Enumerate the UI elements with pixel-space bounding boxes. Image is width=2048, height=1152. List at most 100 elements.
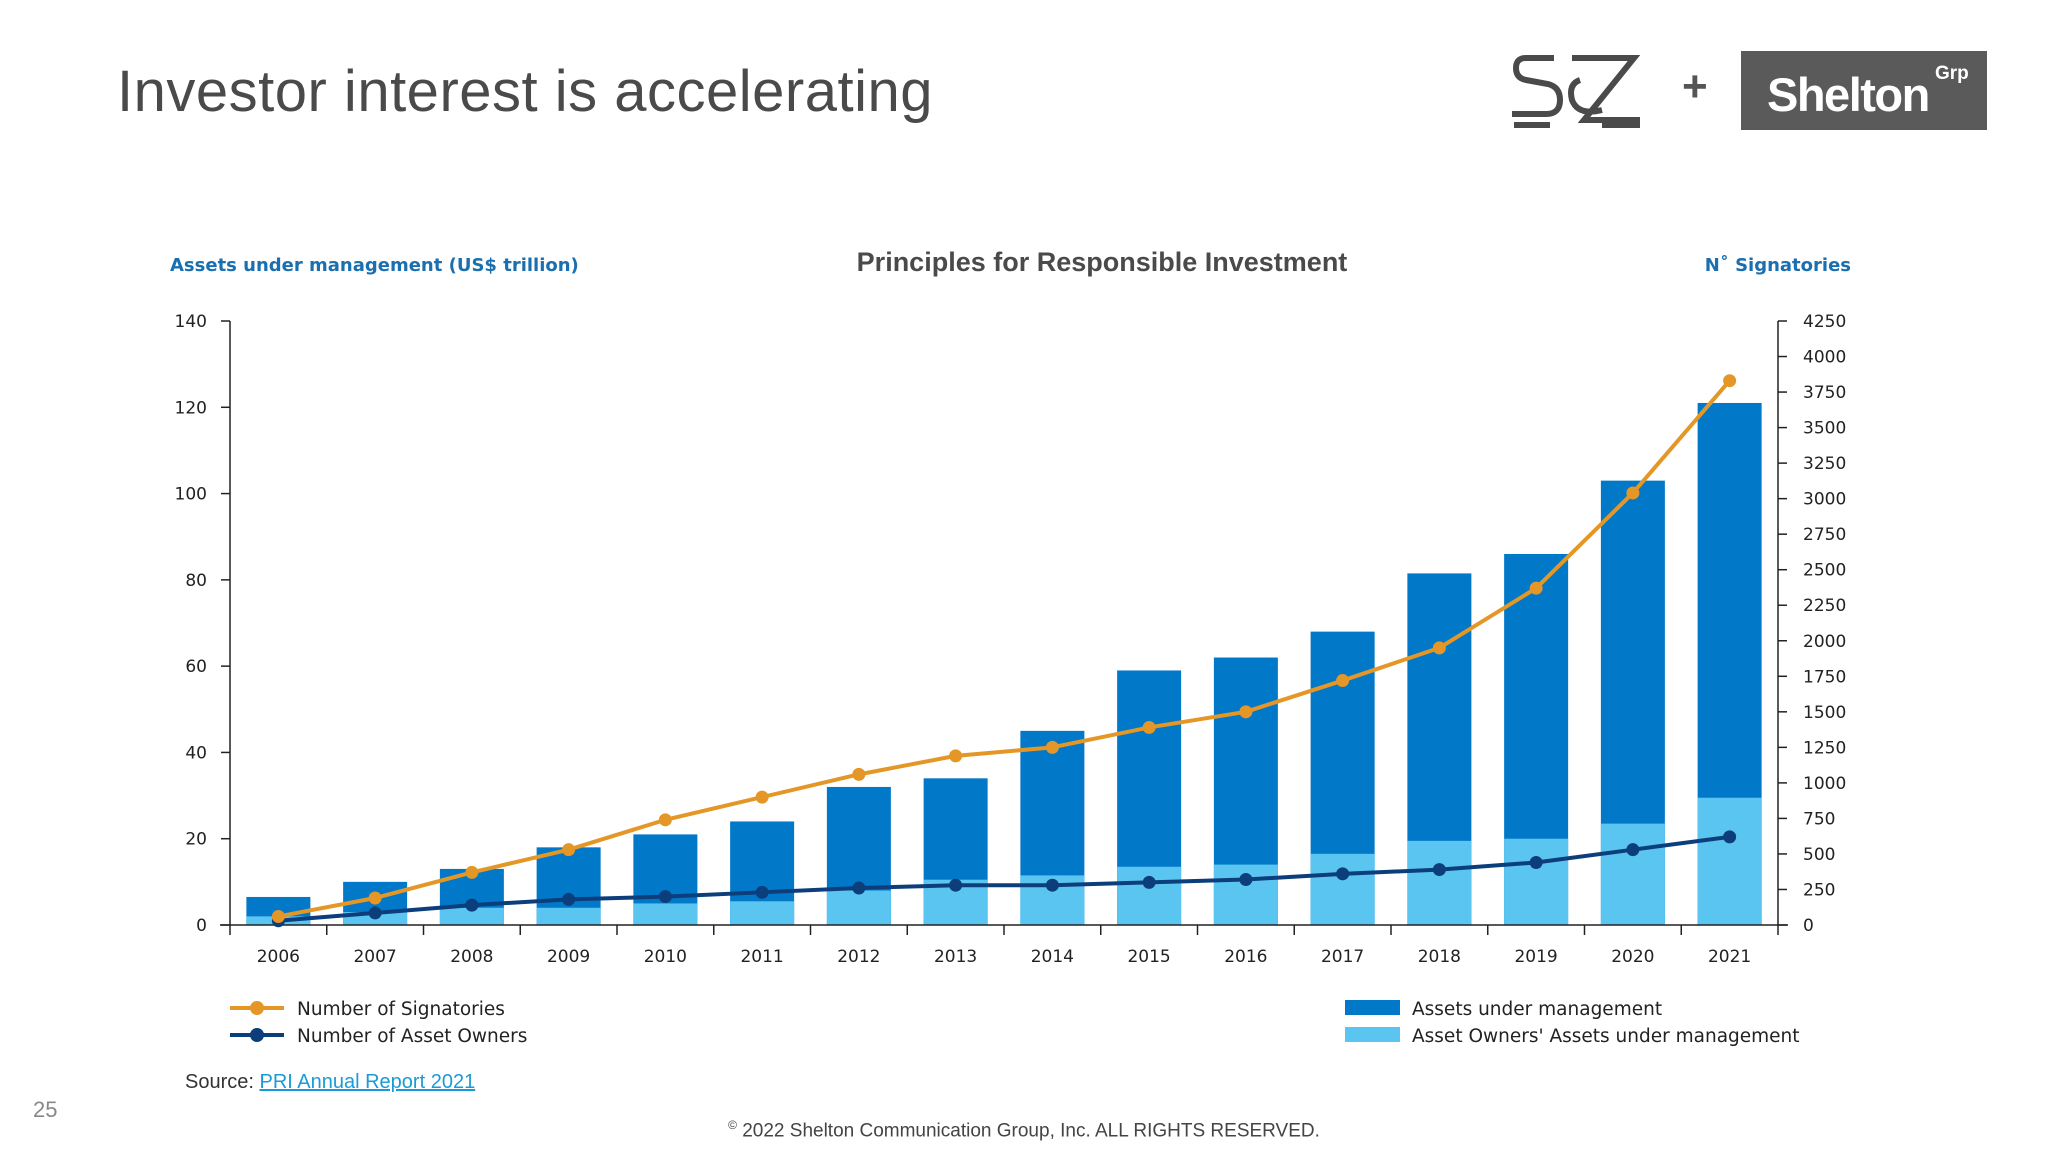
right-tick-label: 0 [1803, 916, 1814, 936]
bar-owners-aum-2009 [536, 907, 601, 925]
right-tick-label: 2000 [1803, 632, 1846, 652]
left-axis-caption: Assets under management (US$ trillion) [170, 255, 579, 276]
asset-owners-point-2012 [852, 881, 866, 895]
right-tick-label: 1000 [1803, 774, 1846, 794]
sz-logo [1512, 55, 1641, 128]
signatories-point-2019 [1529, 581, 1543, 595]
x-tick-label: 2017 [1321, 947, 1364, 967]
bar-owners-aum-2017 [1310, 853, 1375, 925]
right-tick-label: 3500 [1803, 419, 1846, 439]
x-tick-label: 2011 [740, 947, 783, 967]
left-tick-label: 20 [185, 830, 207, 850]
legend-line-marker [250, 1028, 264, 1042]
right-tick-label: 1250 [1803, 738, 1846, 758]
legend-bar-swatch [1345, 1027, 1400, 1042]
source-label: Source: [185, 1071, 260, 1093]
asset-owners-line [278, 834, 1730, 923]
shelton-logo-word: Shelton [1767, 68, 1930, 121]
right-tick-label: 3250 [1803, 454, 1846, 474]
copyright-text: 2022 Shelton Communication Group, Inc. A… [742, 1120, 1320, 1142]
shelton-grp-logo: Shelton Grp [1741, 51, 1987, 130]
right-tick-label: 4000 [1803, 348, 1846, 368]
asset-owners-point-2014 [1045, 878, 1059, 892]
asset-owners-point-2016 [1239, 873, 1253, 887]
x-tick-label: 2012 [837, 947, 880, 967]
plus-sign: + [1682, 62, 1708, 111]
left-tick-label: 60 [185, 657, 207, 677]
signatories-line [277, 379, 1732, 919]
asset-owners-point-2019 [1529, 855, 1543, 869]
source-note: Source: PRI Annual Report 2021 [185, 1071, 475, 1094]
legend-label: Asset Owners' Assets under management [1412, 1026, 1800, 1047]
x-tick-label: 2008 [450, 947, 493, 967]
x-tick-label: 2010 [644, 947, 687, 967]
legend-bar-swatch [1345, 1000, 1400, 1015]
bar-owners-aum-2008 [439, 907, 504, 925]
bar-owners-aum-2021 [1697, 797, 1762, 925]
bar-owners-aum-2012 [826, 890, 891, 925]
bar-owners-aum-2011 [730, 901, 795, 925]
slide-title: Investor interest is accelerating [117, 59, 933, 124]
asset-owners-point-2009 [562, 892, 576, 906]
legend-label: Number of Signatories [297, 999, 505, 1020]
right-tick-label: 3750 [1803, 383, 1846, 403]
signatories-point-2015 [1142, 720, 1156, 734]
signatories-point-2017 [1336, 674, 1350, 688]
right-tick-label: 4250 [1803, 312, 1846, 332]
signatories-point-2020 [1626, 486, 1640, 500]
right-tick-label: 3000 [1803, 490, 1846, 510]
right-tick-label: 250 [1803, 880, 1835, 900]
asset-owners-point-2013 [949, 878, 963, 892]
bar-owners-aum-2020 [1600, 823, 1665, 925]
x-tick-label: 2015 [1127, 947, 1170, 967]
x-tick-label: 2020 [1611, 947, 1654, 967]
lines-layer [271, 374, 1737, 928]
asset-owners-point-2010 [658, 890, 672, 904]
left-tick-label: 100 [175, 485, 207, 505]
chart-title: Principles for Responsible Investment [857, 247, 1348, 277]
x-tick-label: 2007 [353, 947, 396, 967]
copyright: © 2022 Shelton Communication Group, Inc.… [0, 1118, 2048, 1142]
signatories-point-2006 [271, 909, 285, 923]
left-tick-label: 40 [185, 743, 207, 763]
signatories-point-2014 [1045, 740, 1059, 754]
source-link[interactable]: PRI Annual Report 2021 [259, 1071, 476, 1093]
signatories-point-2011 [755, 790, 769, 804]
asset-owners-point-2021 [1723, 830, 1737, 844]
x-tick-label: 2021 [1708, 947, 1751, 967]
right-tick-label: 750 [1803, 809, 1835, 829]
signatories-point-2021 [1723, 374, 1737, 388]
legend: Number of Signatories Number of Asset Own… [230, 999, 1800, 1047]
x-tick-label: 2006 [257, 947, 300, 967]
left-tick-label: 80 [185, 571, 207, 591]
right-tick-label: 2750 [1803, 525, 1846, 545]
x-tick-label: 2019 [1514, 947, 1557, 967]
signatories-point-2016 [1239, 705, 1253, 719]
x-tick-label: 2018 [1418, 947, 1461, 967]
left-tick-label: 120 [175, 398, 207, 418]
signatories-point-2009 [562, 843, 576, 857]
right-tick-label: 1500 [1803, 703, 1846, 723]
copyright-symbol: © [728, 1118, 737, 1132]
asset-owners-point-2011 [755, 885, 769, 899]
signatories-point-2018 [1432, 641, 1446, 655]
right-tick-label: 2250 [1803, 596, 1846, 616]
bar-owners-aum-2018 [1407, 840, 1472, 925]
signatories-point-2007 [368, 891, 382, 905]
shelton-logo-grp: Grp [1935, 63, 1969, 84]
bar-owners-aum-2019 [1504, 838, 1569, 925]
right-axis-caption: N˚ Signatories [1705, 254, 1851, 276]
x-tick-label: 2009 [547, 947, 590, 967]
bars-layer [246, 402, 1762, 925]
axes-layer: 0 20 40 60 80 100 120 140 0 250 500 750 1000 1250 1500… [175, 312, 1847, 967]
asset-owners-point-2007 [368, 906, 382, 920]
legend-line-marker [250, 1001, 264, 1015]
x-tick-label: 2013 [934, 947, 977, 967]
bar-owners-aum-2015 [1117, 866, 1182, 925]
legend-label: Number of Asset Owners [297, 1026, 527, 1047]
left-tick-label: 0 [196, 916, 207, 936]
signatories-point-2008 [465, 865, 479, 879]
right-tick-label: 1750 [1803, 667, 1846, 687]
legend-label: Assets under management [1412, 999, 1662, 1020]
